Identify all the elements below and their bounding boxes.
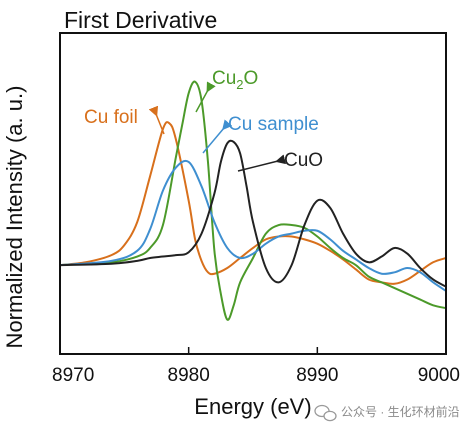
annotation-cu-foil-arrow — [148, 105, 165, 135]
annotation-cu2o-arrow — [195, 81, 216, 113]
x-tick-label: 8970 — [52, 365, 94, 386]
annotation-cu2o-sub: 2 — [236, 77, 243, 92]
x-axis: 8970 8980 8990 9000 — [52, 347, 460, 386]
series-line-cu-sample — [59, 159, 447, 292]
annotation-cuo-arrow — [237, 154, 287, 172]
annotation-cu2o-label: Cu2O — [212, 68, 258, 92]
watermark: 公众号 · 生化环材前沿 — [314, 404, 460, 422]
series-line-cu2o — [59, 80, 447, 321]
annotation-cu2o-after: O — [244, 68, 259, 89]
y-axis-label: Normalized Intensity (a. u.) — [2, 86, 27, 349]
plot-frame — [59, 32, 447, 355]
annotation-cu2o: Cu2O — [195, 68, 258, 113]
annotation-cu-sample-label: Cu sample — [228, 114, 319, 135]
x-axis-label: Energy (eV) — [194, 394, 311, 419]
x-tick-label: 8980 — [168, 365, 210, 386]
wechat-icon — [314, 404, 337, 422]
plot-area — [59, 80, 447, 321]
annotation-cuo-label: CuO — [284, 150, 323, 171]
annotation-cu-sample-arrow — [202, 119, 233, 154]
x-tick-label: 8990 — [296, 365, 338, 386]
annotation-cuo: CuO — [237, 150, 323, 172]
watermark-text: 公众号 · 生化环材前沿 — [341, 404, 460, 419]
annotation-cu-foil: Cu foil — [84, 105, 165, 135]
x-tick-label: 9000 — [418, 365, 460, 386]
series-line-cuo — [59, 139, 447, 288]
annotations: Cu foil Cu2O Cu sample CuO — [84, 68, 323, 172]
annotation-cu-foil-label: Cu foil — [84, 107, 138, 128]
chart-title: First Derivative — [64, 7, 217, 33]
annotation-cu-sample: Cu sample — [202, 114, 319, 154]
annotation-cu2o-text: Cu — [212, 68, 236, 89]
